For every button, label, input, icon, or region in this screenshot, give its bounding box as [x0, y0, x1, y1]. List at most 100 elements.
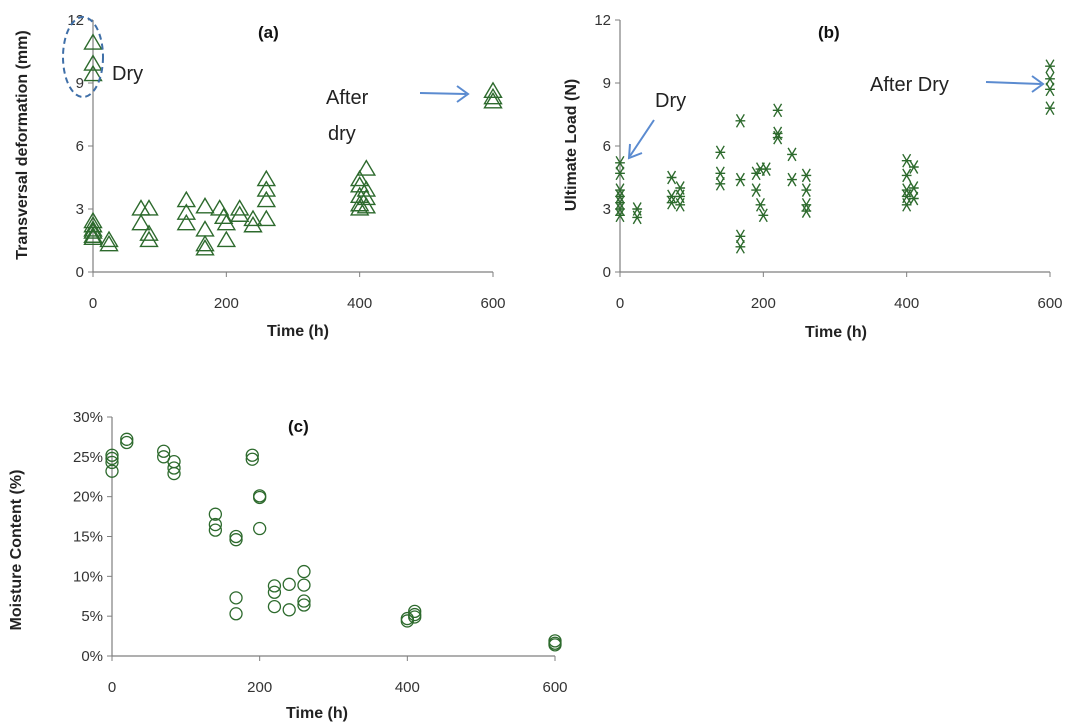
panel-c-x-tick-label: 400 — [395, 679, 420, 696]
panel-b-y-tick-label: 12 — [594, 12, 611, 29]
panel-c-point — [229, 533, 243, 547]
panel-a-point — [195, 239, 215, 256]
panel-c-y-axis-title: Moisture Content (%) — [8, 470, 25, 631]
panel-b-x-tick-label: 200 — [751, 295, 776, 312]
panel-c-point — [408, 610, 422, 624]
panel-a-point — [83, 54, 103, 71]
panel-a-y-tick-label: 9 — [76, 75, 84, 92]
panel-c-point — [245, 448, 259, 462]
panel-c-point — [105, 455, 119, 470]
panel-b-y-tick-label: 9 — [603, 75, 611, 92]
panel-c-y-tick-label: 25% — [73, 449, 103, 466]
panel-a-point — [195, 234, 215, 252]
panel-b-x-tick-label: 0 — [616, 295, 624, 312]
panel-a-after-annotation-line2: dry — [328, 123, 356, 145]
panel-c-point — [105, 448, 119, 462]
panel-a-plot: 0 3 6 9 12 0 200 400 600 — [67, 12, 505, 312]
panel-c-point — [208, 523, 223, 537]
panel-c-point — [167, 466, 181, 481]
panel-b-point — [801, 204, 812, 218]
panel-a-point — [356, 197, 377, 214]
panel-b-point — [715, 176, 726, 191]
panel-a-y-tick-label: 3 — [76, 201, 84, 218]
panel-a-point — [356, 180, 377, 197]
panel-b-point — [755, 197, 766, 212]
panel-b-point — [675, 189, 686, 204]
panel-a-point — [349, 176, 370, 193]
panel-c-point — [229, 607, 243, 621]
panel-a-point — [483, 87, 503, 105]
panel-b-point — [772, 103, 783, 118]
panel-a-x-axis-title: Time (h) — [267, 323, 329, 340]
panel-b-y-tick-label: 3 — [603, 201, 611, 218]
panel-b-y-tick-label: 6 — [603, 138, 611, 155]
panel-c-x-axis-title: Time (h) — [286, 705, 348, 722]
panel-c-plot: 0% 5% 10% 15% 20% 25% 30% 0 200 400 600 — [73, 409, 568, 696]
panel-a-point — [83, 215, 103, 233]
panel-c-point — [282, 577, 296, 591]
panel-c-x-tick-label: 600 — [542, 679, 567, 696]
panel-b-point — [1045, 82, 1055, 97]
panel-b-point — [715, 166, 726, 181]
panel-c-y-tick-label: 0% — [81, 648, 103, 665]
panel-b-point — [772, 130, 783, 145]
panel-a-point — [213, 207, 234, 225]
panel-a-point — [256, 169, 277, 187]
panel-c-x-tick-label: 0 — [108, 679, 116, 696]
panel-a-point — [195, 197, 215, 214]
panel-b-point — [615, 166, 625, 181]
panel-b-point — [751, 183, 762, 197]
panel-a-y-tick-label: 6 — [76, 138, 84, 155]
panel-a-point — [229, 205, 250, 222]
panel-c-point — [282, 603, 296, 617]
panel-a-point — [83, 33, 103, 50]
panel-b-point — [1045, 101, 1055, 116]
panel-a-point — [83, 64, 103, 82]
panel-b-after-dry-arrow — [985, 75, 1045, 93]
panel-c-x-tick-label: 200 — [247, 679, 272, 696]
dry-highlight-ellipse — [62, 16, 104, 98]
panel-a-point — [256, 190, 277, 208]
panel-c-point — [253, 521, 267, 536]
panel-a-y-tick-label: 0 — [76, 264, 84, 281]
panel-a-point — [216, 213, 237, 231]
panel-c-point — [229, 591, 243, 605]
panel-c-point — [105, 451, 119, 466]
panel-c-point — [267, 579, 282, 593]
panel-b-point — [666, 195, 677, 210]
panel-b-plot: 0 3 6 9 12 0 200 400 600 — [594, 12, 1062, 312]
panel-c-point — [157, 444, 171, 458]
panel-b-point — [901, 189, 912, 204]
panel-b-point — [735, 239, 746, 254]
panel-b-point — [758, 208, 769, 223]
panel-a-point — [216, 230, 237, 248]
panel-a-point — [256, 209, 277, 227]
panel-b: 0 3 6 9 12 0 200 400 600 (b) Time (h) Ultimate L… — [563, 12, 1063, 341]
panel-a-x-tick-label: 0 — [89, 295, 97, 312]
panel-a-point — [243, 209, 263, 227]
panel-a-point — [139, 224, 159, 241]
panel-a-y-axis-title: Transversal deformation (mm) — [14, 30, 31, 259]
panel-c-point — [208, 517, 223, 532]
panel-b-point — [675, 197, 686, 212]
panel-c-point — [297, 598, 311, 612]
panel-c-point — [548, 638, 562, 652]
panel-b-point — [632, 202, 643, 216]
panel-a-point — [356, 159, 377, 176]
panel-a-point — [349, 169, 370, 187]
panel-c-point — [408, 604, 422, 619]
panel-b-after-dry-annotation: After Dry — [870, 74, 949, 96]
panel-a-x-tick-label: 400 — [347, 295, 372, 312]
panel-b-point — [632, 210, 643, 225]
panel-c-point — [120, 432, 134, 446]
panel-c-point — [267, 599, 282, 614]
panel-a-x-tick-label: 600 — [480, 295, 505, 312]
panel-a-point — [243, 215, 263, 233]
panel-b-point — [801, 183, 812, 197]
panel-b-point — [908, 191, 919, 206]
panel-a-point — [229, 199, 250, 216]
panel-c: 0% 5% 10% 15% 20% 25% 30% 0 200 400 600 (c) Time (… — [8, 409, 568, 722]
panel-b-point — [787, 147, 797, 162]
panel-c-point — [297, 594, 311, 608]
panel-a-dry-annotation: Dry — [112, 63, 143, 85]
